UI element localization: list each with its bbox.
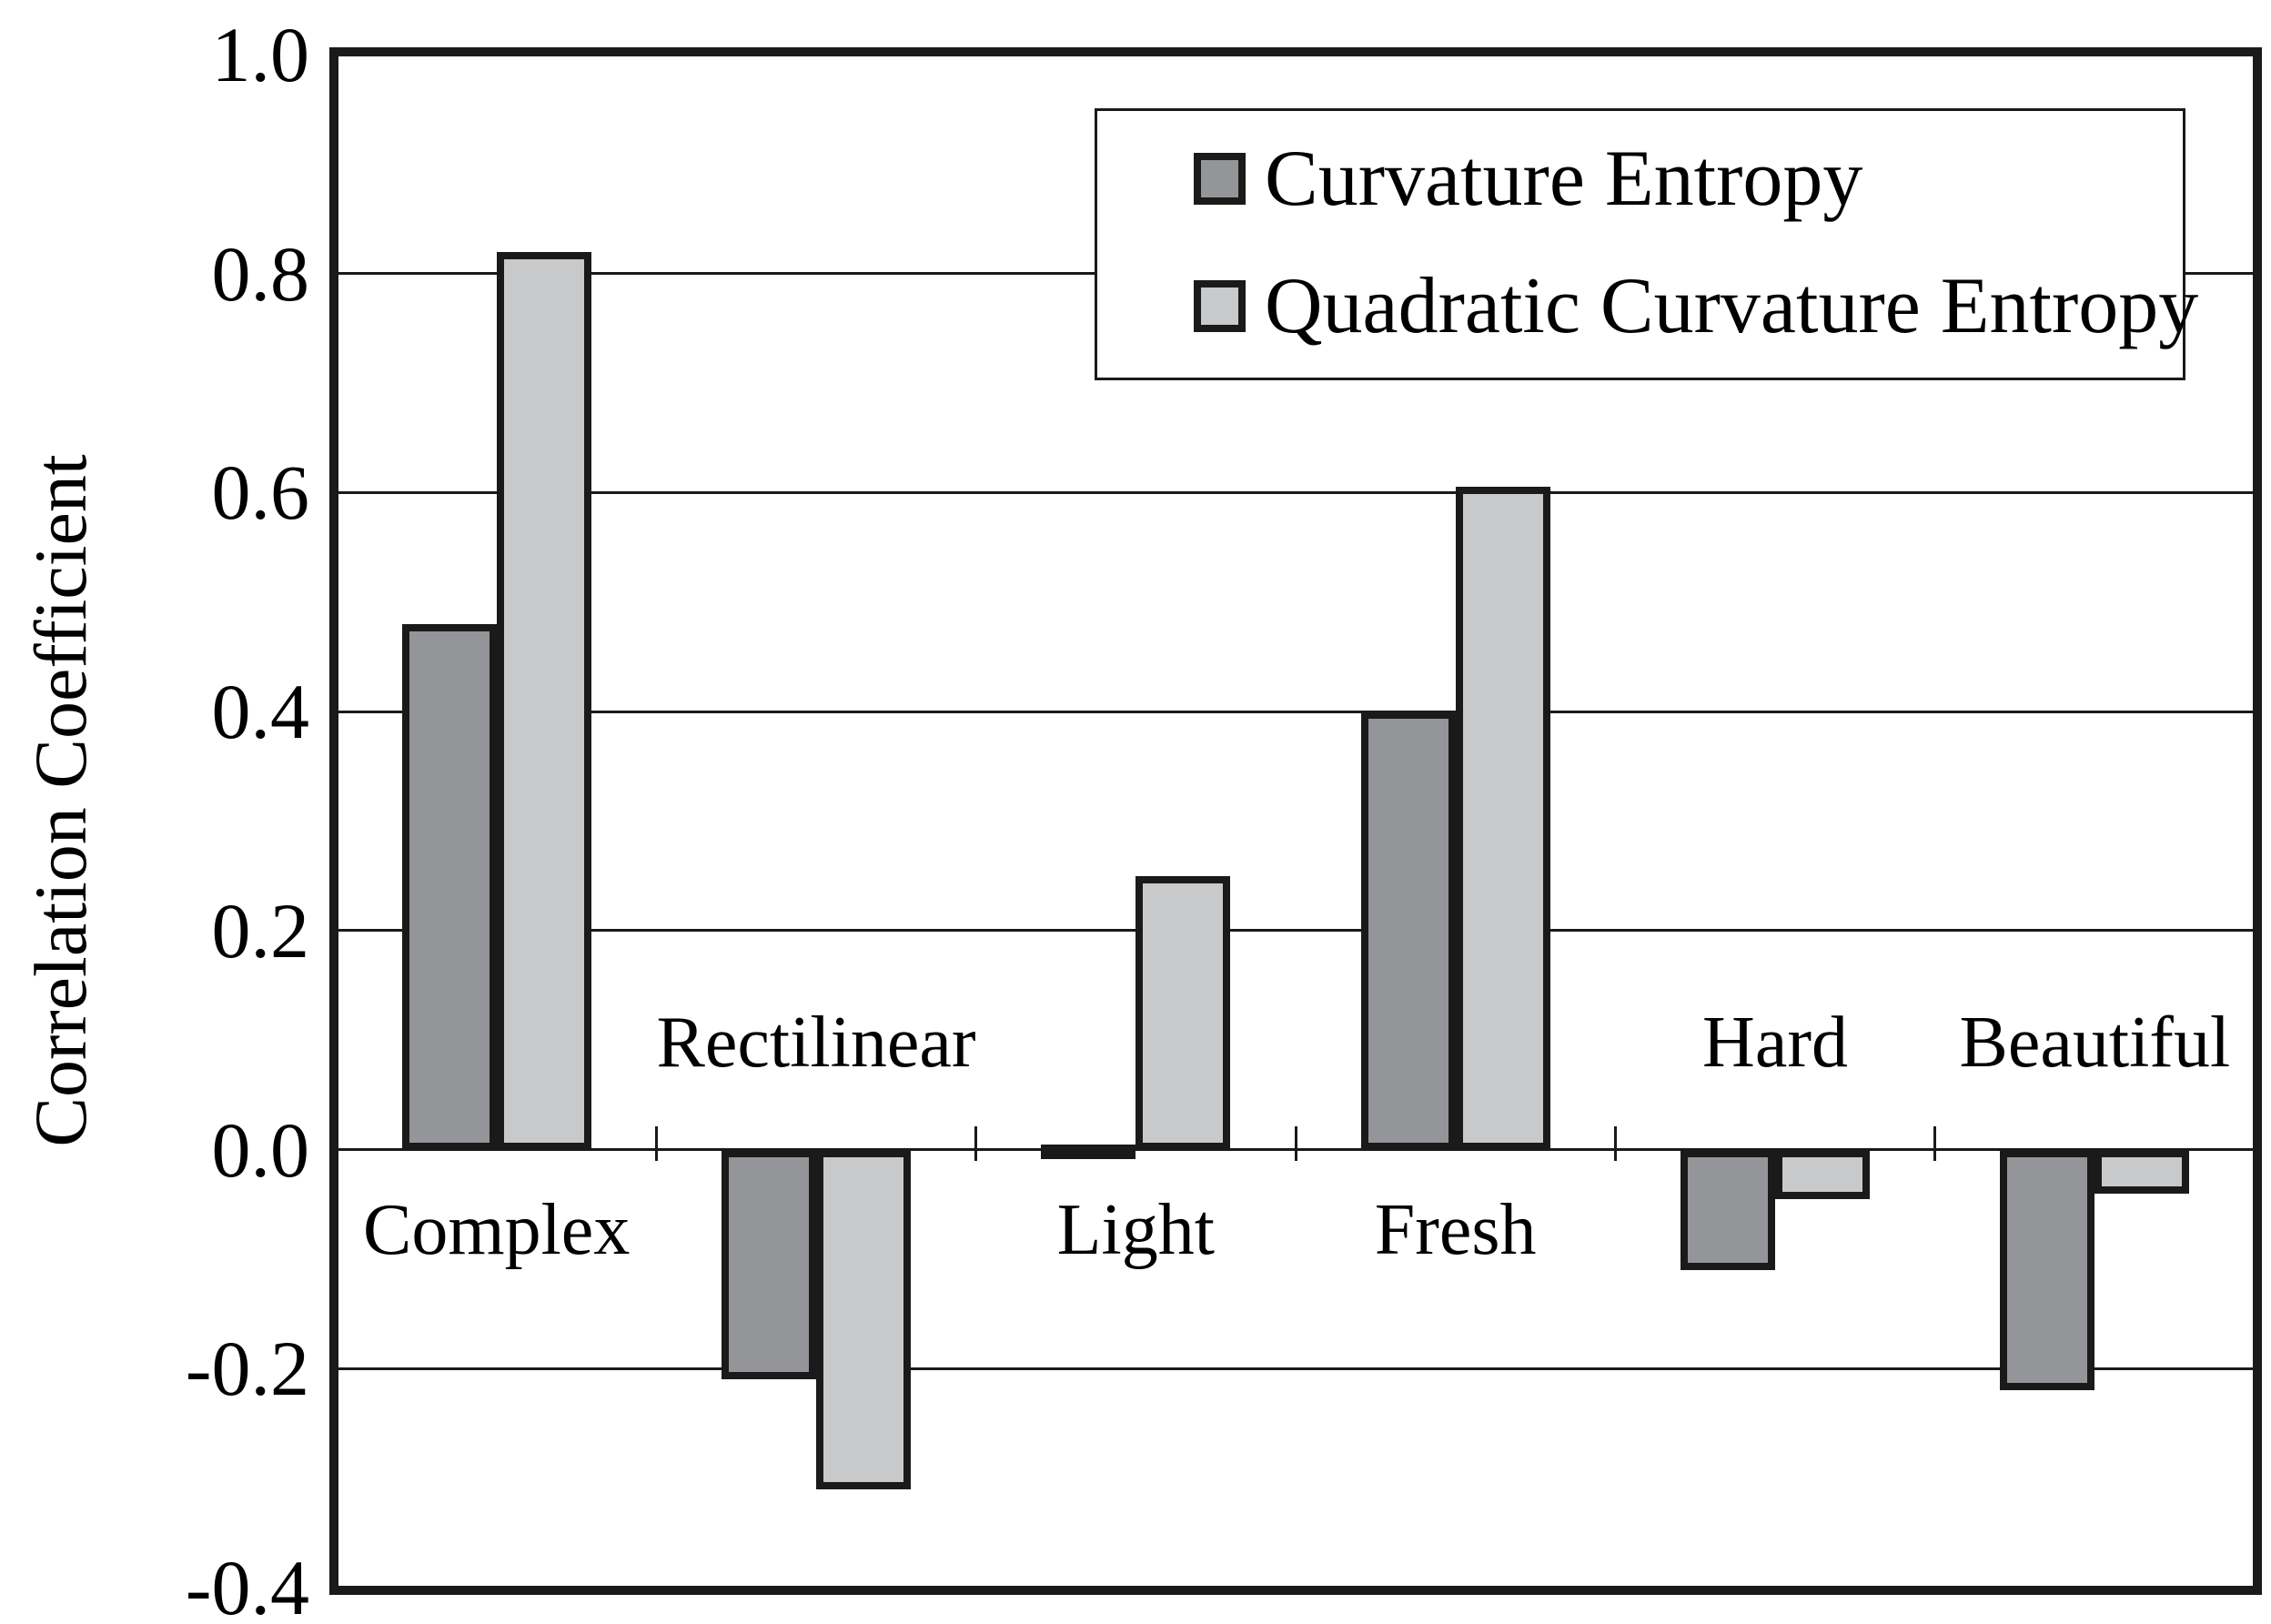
legend-label-curvature-entropy: Curvature Entropy: [1265, 134, 1863, 223]
legend-label-quadratic-curvature-entropy: Quadratic Curvature Entropy: [1265, 261, 2199, 350]
gridline-0.6: [338, 490, 2253, 494]
y-axis-title: Correlation Coefficient: [19, 454, 102, 1147]
legend-box: Curvature Entropy Quadratic Curvature En…: [1095, 108, 2198, 380]
y-tick-label-1-0: 1.0: [211, 11, 310, 98]
bar-curvature-entropy-beautiful: [2000, 1149, 2095, 1391]
category-label-complex: Complex: [362, 1189, 631, 1270]
bar-quadratic-curvature-entropy-rectilinear: [816, 1149, 911, 1489]
category-label-rectilinear: Rectilinear: [656, 1002, 976, 1083]
category-label-light: Light: [1056, 1189, 1215, 1270]
y-tick-label--0-4: -0.4: [185, 1544, 309, 1624]
bar-curvature-entropy-light: [1041, 1144, 1136, 1159]
bar-quadratic-curvature-entropy-light: [1136, 875, 1231, 1150]
y-tick-label-0-0: 0.0: [211, 1105, 310, 1194]
y-tick-label-0-4: 0.4: [211, 668, 310, 756]
bar-quadratic-curvature-entropy-beautiful: [2094, 1149, 2190, 1194]
category-label-fresh: Fresh: [1374, 1189, 1537, 1270]
legend-entry-curvature-entropy: Curvature Entropy: [1194, 138, 1862, 218]
gridline--0.2: [338, 1367, 2253, 1370]
category-boundary-tick: [1933, 1125, 1937, 1161]
category-label-beautiful: Beautiful: [1959, 1002, 2231, 1083]
bar-quadratic-curvature-entropy-fresh: [1455, 487, 1550, 1150]
gridline-0.2: [338, 929, 2253, 933]
y-tick-label-0-8: 0.8: [211, 229, 310, 318]
y-tick-label--0-2: -0.2: [185, 1325, 309, 1413]
bar-curvature-entropy-rectilinear: [722, 1149, 816, 1380]
bar-curvature-entropy-fresh: [1360, 711, 1456, 1150]
legend-entry-quadratic-curvature-entropy: Quadratic Curvature Entropy: [1194, 266, 2198, 346]
category-label-hard: Hard: [1702, 1002, 1848, 1083]
bar-quadratic-curvature-entropy-complex: [496, 251, 591, 1150]
legend-swatch-quadratic-curvature-entropy: [1194, 280, 1246, 332]
plot-area-border: [329, 47, 2262, 1595]
bar-curvature-entropy-hard: [1681, 1149, 1775, 1270]
bar-curvature-entropy-complex: [401, 623, 497, 1150]
category-boundary-tick: [1294, 1125, 1297, 1161]
bar-quadratic-curvature-entropy-hard: [1775, 1149, 1870, 1199]
category-boundary-tick: [654, 1125, 658, 1161]
legend-swatch-curvature-entropy: [1194, 153, 1246, 205]
gridline-0.4: [338, 710, 2253, 713]
y-tick-label-0-6: 0.6: [211, 449, 310, 537]
category-boundary-tick: [974, 1125, 978, 1161]
y-tick-label-0-2: 0.2: [211, 886, 310, 974]
category-boundary-tick: [1613, 1125, 1617, 1161]
